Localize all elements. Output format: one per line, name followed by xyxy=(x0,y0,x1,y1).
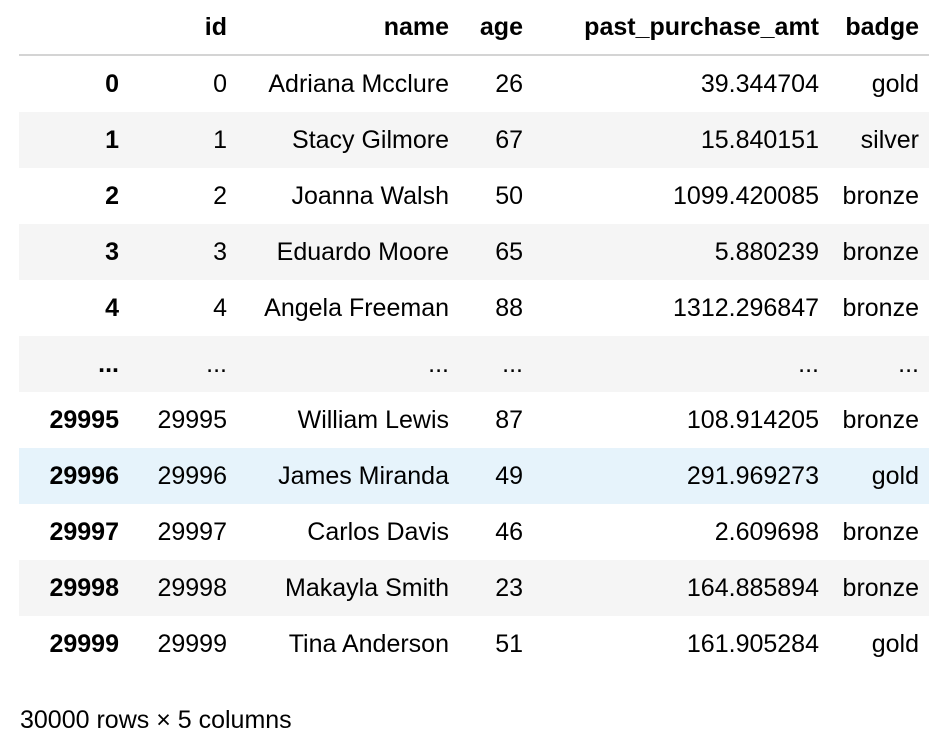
cell-past-purchase-amt: 108.914205 xyxy=(686,406,819,434)
cell-name: ... xyxy=(428,350,449,378)
table-row: 29998 29998 Makayla Smith 23 164.885894 bronz… xyxy=(19,560,929,616)
cell-name: Eduardo Moore xyxy=(276,238,449,266)
cell-index: 29999 xyxy=(49,630,119,658)
cell-age: 46 xyxy=(495,518,523,546)
table-row: 3 3 Eduardo Moore 65 5.880239 bronze xyxy=(19,224,929,280)
cell-age: 87 xyxy=(495,406,523,434)
header-badge: badge xyxy=(829,0,929,56)
cell-id: 29997 xyxy=(157,518,227,546)
header-index xyxy=(19,0,129,56)
cell-index: ... xyxy=(98,350,119,378)
cell-age: 49 xyxy=(495,462,523,490)
cell-id: 4 xyxy=(213,294,227,322)
cell-index: 3 xyxy=(105,238,119,266)
cell-past-purchase-amt: 5.880239 xyxy=(714,238,819,266)
cell-past-purchase-amt: ... xyxy=(798,350,819,378)
table-row: 29995 29995 William Lewis 87 108.914205 bronz… xyxy=(19,392,929,448)
cell-index: 29995 xyxy=(49,406,119,434)
cell-name: Adriana Mcclure xyxy=(268,70,449,98)
cell-age: 26 xyxy=(495,70,523,98)
cell-name: Stacy Gilmore xyxy=(292,126,449,154)
cell-age: 65 xyxy=(495,238,523,266)
table-row: 29996 29996 James Miranda 49 291.969273 gold xyxy=(19,448,929,504)
cell-index: 29997 xyxy=(49,518,119,546)
cell-id: 29996 xyxy=(157,462,227,490)
cell-name: Joanna Walsh xyxy=(291,182,450,210)
header-row: id name age past_purchase_amt badge xyxy=(19,0,929,56)
cell-badge: gold xyxy=(871,630,919,658)
cell-id: 0 xyxy=(213,70,227,98)
table-row: 1 1 Stacy Gilmore 67 15.840151 silver xyxy=(19,112,929,168)
cell-badge: bronze xyxy=(842,574,919,602)
cell-index: 29996 xyxy=(49,462,119,490)
cell-past-purchase-amt: 164.885894 xyxy=(686,574,819,602)
cell-index: 0 xyxy=(105,70,119,98)
cell-index: 2 xyxy=(105,182,119,210)
cell-name: Angela Freeman xyxy=(264,294,449,322)
table-row: 29999 29999 Tina Anderson 51 161.905284 gold xyxy=(19,616,929,672)
cell-badge: gold xyxy=(871,462,919,490)
header-past-purchase-amt: past_purchase_amt xyxy=(533,0,829,56)
cell-name: James Miranda xyxy=(278,462,449,490)
cell-age: ... xyxy=(502,350,523,378)
table-row: 4 4 Angela Freeman 88 1312.296847 bronze xyxy=(19,280,929,336)
table-body: 0 0 Adriana Mcclure 26 39.344704 gold 1 1 Stacy … xyxy=(19,55,929,672)
cell-past-purchase-amt: 1099.420085 xyxy=(673,182,819,210)
cell-id: 29998 xyxy=(157,574,227,602)
table-row: 0 0 Adriana Mcclure 26 39.344704 gold xyxy=(19,55,929,112)
cell-id: 2 xyxy=(213,182,227,210)
cell-badge: bronze xyxy=(842,406,919,434)
cell-age: 50 xyxy=(495,182,523,210)
cell-badge: bronze xyxy=(842,182,919,210)
cell-name: William Lewis xyxy=(297,406,449,434)
header-age: age xyxy=(459,0,533,56)
cell-past-purchase-amt: 1312.296847 xyxy=(673,294,819,322)
cell-badge: ... xyxy=(898,350,919,378)
cell-age: 67 xyxy=(495,126,523,154)
table-row: 29997 29997 Carlos Davis 46 2.609698 bronze xyxy=(19,504,929,560)
cell-past-purchase-amt: 2.609698 xyxy=(714,518,819,546)
table-header: id name age past_purchase_amt badge xyxy=(19,0,929,56)
cell-age: 51 xyxy=(495,630,523,658)
table-row: 2 2 Joanna Walsh 50 1099.420085 bronze xyxy=(19,168,929,224)
cell-name: Carlos Davis xyxy=(307,518,449,546)
cell-name: Tina Anderson xyxy=(288,630,449,658)
cell-badge: bronze xyxy=(842,294,919,322)
dataframe-table: id name age past_purchase_amt badge 0 0 Ad… xyxy=(19,0,929,672)
cell-past-purchase-amt: 15.840151 xyxy=(700,126,819,154)
cell-id: 29999 xyxy=(157,630,227,658)
cell-past-purchase-amt: 161.905284 xyxy=(686,630,819,658)
cell-id: 3 xyxy=(213,238,227,266)
cell-past-purchase-amt: 291.969273 xyxy=(686,462,819,490)
cell-badge: bronze xyxy=(842,238,919,266)
cell-id: 1 xyxy=(213,126,227,154)
dataframe-shape-summary: 30000 rows × 5 columns xyxy=(20,706,292,734)
cell-name: Makayla Smith xyxy=(285,574,449,602)
cell-index: 4 xyxy=(105,294,119,322)
cell-badge: bronze xyxy=(842,518,919,546)
table-row: .................. xyxy=(19,336,929,392)
header-name: name xyxy=(237,0,459,56)
header-id: id xyxy=(129,0,237,56)
cell-age: 23 xyxy=(495,574,523,602)
cell-id: 29995 xyxy=(157,406,227,434)
cell-badge: gold xyxy=(871,70,919,98)
cell-id: ... xyxy=(206,350,227,378)
cell-badge: silver xyxy=(860,126,919,154)
cell-age: 88 xyxy=(495,294,523,322)
cell-index: 1 xyxy=(105,126,119,154)
cell-past-purchase-amt: 39.344704 xyxy=(700,70,819,98)
cell-index: 29998 xyxy=(49,574,119,602)
